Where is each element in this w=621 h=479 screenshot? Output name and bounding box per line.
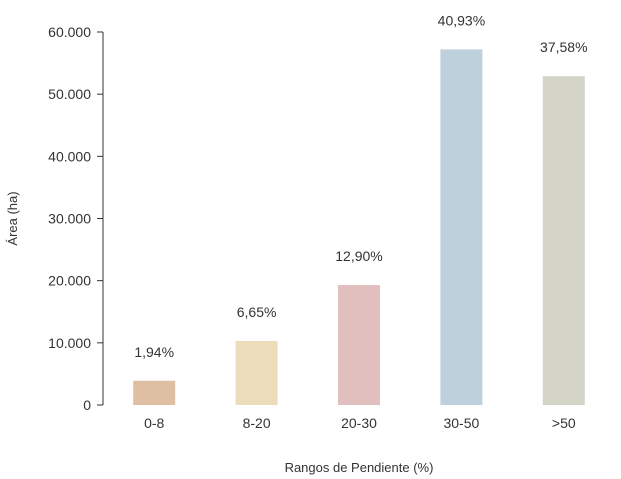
x-tick-label: 20-30 [341, 415, 377, 431]
y-ticks: 0 10.000 20.000 30.000 40.000 50.000 60.000 [48, 24, 103, 413]
bar-4 [542, 76, 585, 405]
bar-data-label: 37,58% [540, 39, 587, 55]
x-tick-label: 0-8 [144, 415, 164, 431]
x-tick-label: >50 [552, 415, 576, 431]
x-ticks: 0-8 8-20 20-30 30-50 >50 [144, 415, 576, 431]
y-tick-label: 60.000 [48, 24, 91, 40]
y-axis-title: Área (ha) [5, 191, 20, 245]
bar-2 [338, 285, 380, 405]
x-tick-label: 30-50 [443, 415, 479, 431]
bar-3 [440, 49, 483, 405]
y-tick-label: 20.000 [48, 273, 91, 289]
x-axis-title: Rangos de Pendiente (%) [285, 460, 434, 475]
y-tick-label: 0 [83, 397, 91, 413]
y-tick-label: 50.000 [48, 86, 91, 102]
bar-data-label: 6,65% [237, 304, 277, 320]
bar-0 [133, 380, 176, 405]
y-tick-label: 30.000 [48, 211, 91, 227]
bar-data-label: 12,90% [335, 248, 382, 264]
y-tick-label: 10.000 [48, 335, 91, 351]
y-tick-label: 40.000 [48, 148, 91, 164]
x-tick-label: 8-20 [243, 415, 271, 431]
bars: 1,94% 6,65% 12,90% 40,93% 37,58% [133, 12, 588, 405]
bar-data-label: 1,94% [134, 344, 174, 360]
bar-1 [235, 340, 278, 405]
bar-data-label: 40,93% [438, 12, 485, 28]
